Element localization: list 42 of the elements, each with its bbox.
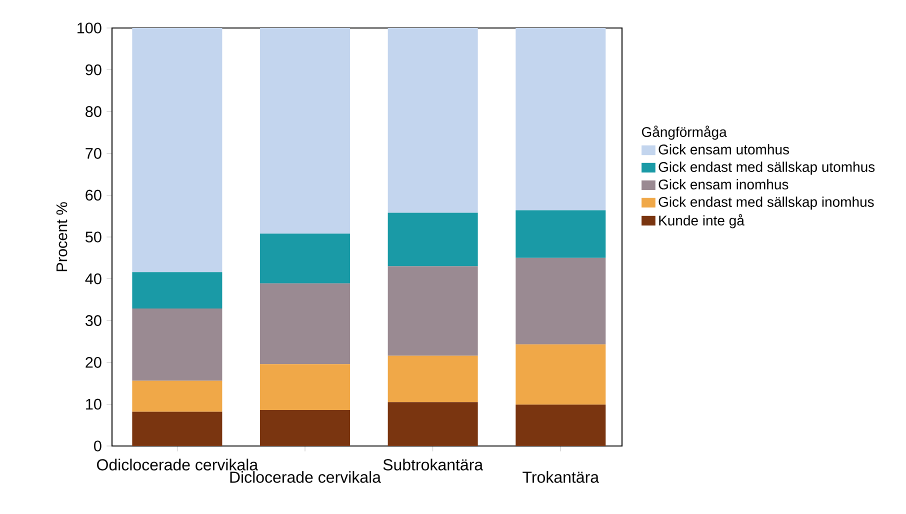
y-tick-label: 80 xyxy=(86,106,102,118)
legend-label: Gick ensam inomhus xyxy=(658,179,788,190)
bar xyxy=(260,410,350,446)
y-tick-label: 70 xyxy=(86,148,102,159)
bar xyxy=(516,28,606,210)
y-tick-label: 30 xyxy=(85,315,102,326)
legend-label: Gick endast med sällskap inomhus xyxy=(658,196,874,210)
y-tick-label: 20 xyxy=(86,356,102,368)
bar xyxy=(132,28,222,272)
bar xyxy=(132,412,222,446)
bar xyxy=(260,364,350,410)
y-tick-label: 100 xyxy=(78,22,102,34)
legend-label: Gick endast med sällskap utomhus xyxy=(658,162,875,175)
y-tick-label: 10 xyxy=(86,398,102,410)
bar xyxy=(516,344,606,405)
y-axis-title: Procent % xyxy=(56,202,68,272)
legend-label: Kunde inte gå xyxy=(659,214,744,228)
bar xyxy=(388,266,478,356)
bar xyxy=(260,28,350,234)
bar xyxy=(260,234,350,284)
y-tick-label: 0 xyxy=(94,440,102,452)
bar xyxy=(516,404,606,446)
bar xyxy=(132,308,222,381)
y-tick-label: 40 xyxy=(85,273,102,284)
bar xyxy=(516,210,606,258)
bar xyxy=(132,380,222,412)
bar xyxy=(388,28,478,213)
x-tick-label: Trokantära xyxy=(522,471,600,483)
x-tick-label: Subtrokantära xyxy=(383,458,484,470)
x-tick-label: Odiclocerade cervikala xyxy=(97,458,258,470)
legend-title: Gångförmåga xyxy=(642,126,727,140)
legend-label: Gick ensam utomhus xyxy=(658,144,790,154)
x-tick-label: Diclocerade cervikala xyxy=(230,471,381,483)
y-tick-label: 60 xyxy=(86,190,102,201)
y-tick-label: 50 xyxy=(86,232,102,242)
bar xyxy=(388,212,478,266)
bar xyxy=(260,283,350,364)
bar xyxy=(516,258,606,344)
bar xyxy=(132,272,222,308)
y-tick-label: 90 xyxy=(86,64,102,76)
bar xyxy=(388,356,478,402)
bar xyxy=(388,402,478,446)
